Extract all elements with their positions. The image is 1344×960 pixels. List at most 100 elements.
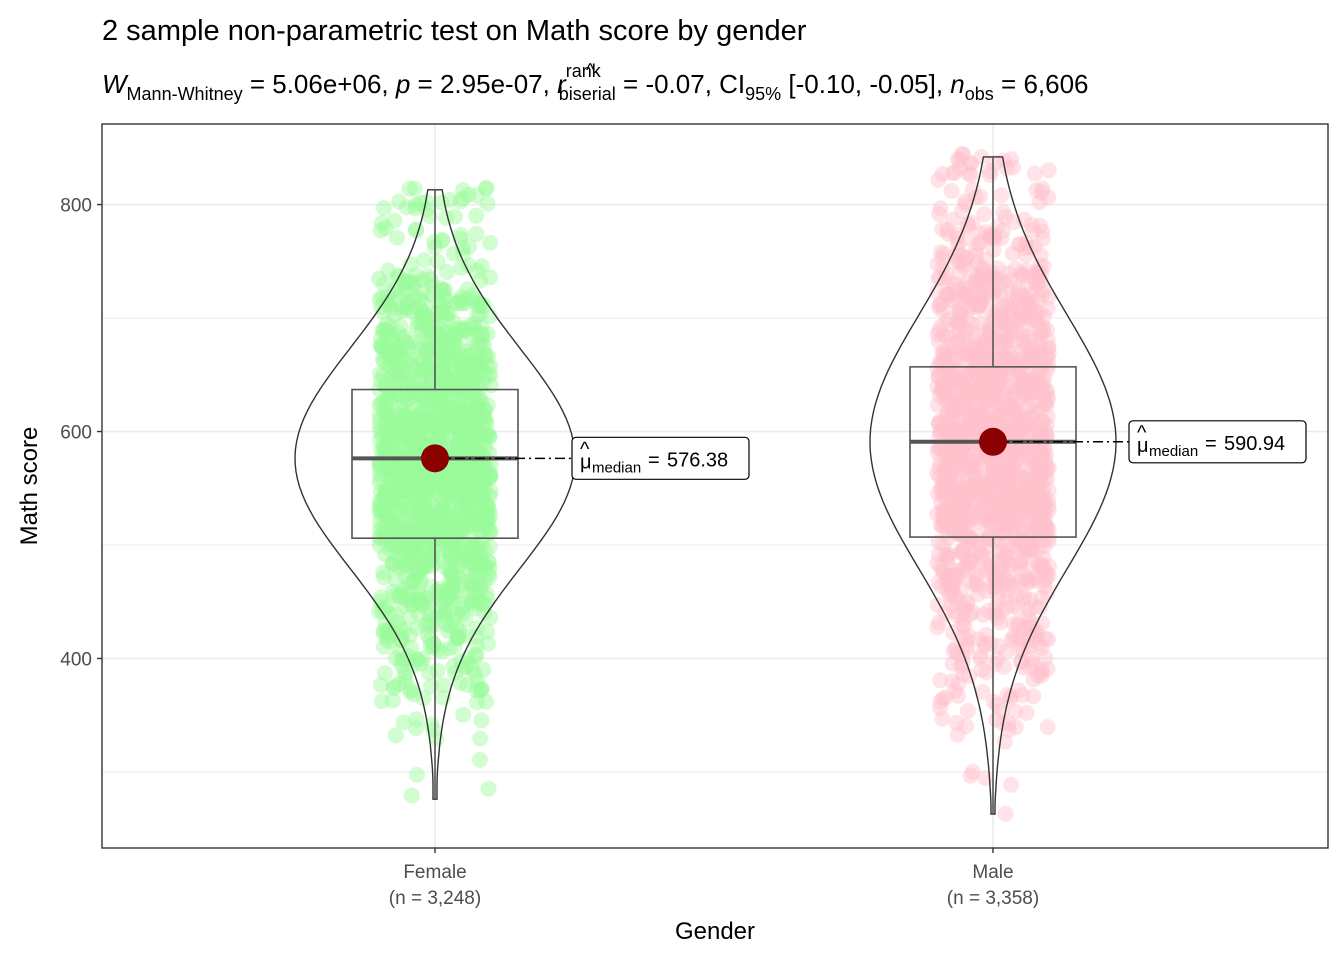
data-point <box>480 500 497 516</box>
data-point <box>948 714 965 731</box>
data-point <box>386 522 403 539</box>
data-point <box>429 364 446 381</box>
data-point <box>464 571 481 588</box>
data-point <box>973 661 990 678</box>
data-point <box>391 412 408 429</box>
data-point <box>384 328 401 345</box>
data-point <box>467 550 484 566</box>
data-point <box>464 423 481 440</box>
data-point <box>377 490 394 507</box>
chart-subtitle: WMann-Whitney = 5.06e+06, p = 2.95e-07, … <box>102 61 1089 104</box>
data-point <box>396 555 413 572</box>
data-point <box>452 292 469 309</box>
data-point <box>446 549 463 566</box>
data-point <box>454 605 471 622</box>
data-point <box>401 458 418 475</box>
data-point <box>384 513 401 530</box>
data-point <box>464 595 480 612</box>
data-point <box>420 545 437 561</box>
data-point <box>432 413 449 430</box>
data-point <box>461 373 478 390</box>
median-label-equals: = <box>1205 433 1217 455</box>
data-point <box>398 536 415 553</box>
data-point <box>417 417 434 434</box>
data-point <box>398 555 415 572</box>
y-axis: 400 600 800 <box>60 196 102 670</box>
data-point <box>452 350 469 367</box>
data-point <box>449 398 466 415</box>
data-point <box>441 524 458 541</box>
data-point <box>412 593 429 610</box>
data-point <box>944 164 961 181</box>
data-point <box>393 468 410 485</box>
data-point <box>414 516 431 532</box>
data-point <box>472 423 489 440</box>
data-point <box>440 382 457 399</box>
data-point <box>379 408 396 425</box>
data-point <box>371 407 388 423</box>
data-point <box>450 493 467 510</box>
data-point <box>417 417 433 434</box>
data-point <box>469 337 486 353</box>
data-point <box>482 524 499 541</box>
data-point <box>475 434 492 451</box>
data-point <box>1035 549 1052 566</box>
data-point <box>460 561 477 578</box>
data-point <box>465 585 482 602</box>
data-point <box>391 366 408 383</box>
data-point <box>393 348 410 365</box>
data-point <box>482 269 499 286</box>
data-point <box>384 331 401 348</box>
data-point <box>390 478 407 495</box>
data-point <box>429 293 446 309</box>
data-point <box>420 340 437 357</box>
data-point <box>477 439 494 455</box>
data-point <box>482 483 499 500</box>
jitter-points <box>371 145 1057 822</box>
data-point <box>455 321 472 338</box>
data-point <box>948 403 965 420</box>
data-point <box>475 463 492 480</box>
data-point <box>482 367 499 383</box>
data-point <box>470 560 487 577</box>
data-point <box>420 412 437 429</box>
data-point <box>951 508 968 525</box>
data-point <box>468 637 485 654</box>
data-point <box>375 564 392 581</box>
data-point <box>372 365 389 382</box>
data-point <box>444 611 461 628</box>
data-point <box>436 361 453 378</box>
data-point <box>379 598 396 615</box>
data-point <box>474 426 491 443</box>
data-point <box>405 291 422 308</box>
data-point <box>932 200 949 217</box>
data-point <box>471 352 488 369</box>
data-point <box>371 396 388 413</box>
data-point <box>446 364 463 381</box>
data-point <box>402 472 419 488</box>
data-point <box>398 443 415 459</box>
data-point <box>392 560 409 577</box>
data-point <box>446 413 462 430</box>
data-point <box>372 222 389 239</box>
data-point <box>436 559 453 575</box>
data-point <box>391 193 407 210</box>
data-point <box>393 407 410 424</box>
data-point <box>400 539 417 556</box>
data-point <box>387 587 404 604</box>
data-point <box>471 496 488 513</box>
data-point <box>417 310 434 327</box>
data-point <box>395 365 412 382</box>
n-symbol: n <box>950 69 964 99</box>
data-point <box>372 513 389 530</box>
data-point <box>439 512 456 528</box>
data-point <box>394 299 411 316</box>
data-point <box>454 404 471 421</box>
data-point <box>474 475 491 492</box>
data-point <box>964 479 981 496</box>
data-point <box>417 479 434 496</box>
data-point <box>468 207 485 224</box>
data-point <box>429 367 446 384</box>
data-point <box>394 302 411 319</box>
data-point <box>442 494 459 511</box>
